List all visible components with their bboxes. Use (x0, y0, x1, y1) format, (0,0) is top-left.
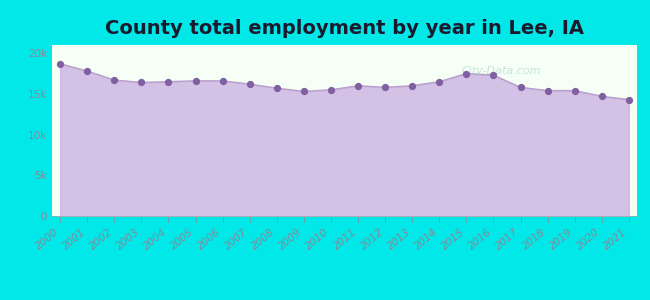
Point (434, 79, 445, 84)
Point (542, 88, 552, 93)
Point (326, 87, 336, 92)
Point (461, 71, 471, 76)
Title: County total employment by year in Lee, IA: County total employment by year in Lee, … (105, 19, 584, 38)
Point (407, 83, 417, 88)
Point (353, 83, 363, 88)
Point (488, 73, 499, 77)
Point (272, 86, 282, 91)
Point (136, 80, 146, 85)
Point (244, 82, 255, 86)
Point (190, 78, 201, 83)
Point (109, 78, 120, 82)
Point (597, 94, 607, 99)
Point (217, 78, 228, 83)
Point (55, 61, 65, 66)
Point (515, 85, 526, 90)
Point (624, 97, 634, 102)
Text: City-Data.com: City-Data.com (462, 66, 541, 76)
Point (298, 89, 309, 94)
Point (163, 79, 174, 84)
Point (82, 69, 92, 74)
Point (569, 88, 580, 93)
Point (380, 85, 390, 90)
